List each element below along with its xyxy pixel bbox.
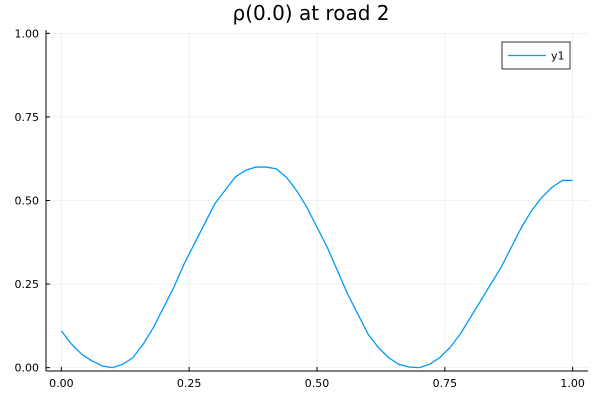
x-tick-label: 0.00	[49, 377, 74, 390]
y-tick-label: 1.00	[15, 27, 40, 40]
chart-title: ρ(0.0) at road 2	[233, 1, 390, 25]
grid	[46, 30, 588, 371]
x-tick-label: 0.75	[433, 377, 458, 390]
legend: y1	[501, 41, 571, 70]
x-tick-label: 0.50	[305, 377, 330, 390]
series-line-y1	[60, 166, 573, 369]
y-tick-label: 0.50	[15, 195, 40, 208]
y-tick-label: 0.75	[15, 111, 40, 124]
legend-label: y1	[551, 50, 565, 63]
y-axis-ticks: 0.00 0.25 0.50 0.75 1.00	[15, 27, 50, 375]
x-tick-label: 1.00	[560, 377, 585, 390]
y-tick-label: 0.25	[15, 278, 40, 291]
x-tick-label: 0.25	[177, 377, 202, 390]
series-group	[60, 166, 573, 369]
y-tick-label: 0.00	[15, 362, 40, 375]
x-axis-ticks: 0.00 0.25 0.50 0.75 1.00	[49, 367, 585, 390]
